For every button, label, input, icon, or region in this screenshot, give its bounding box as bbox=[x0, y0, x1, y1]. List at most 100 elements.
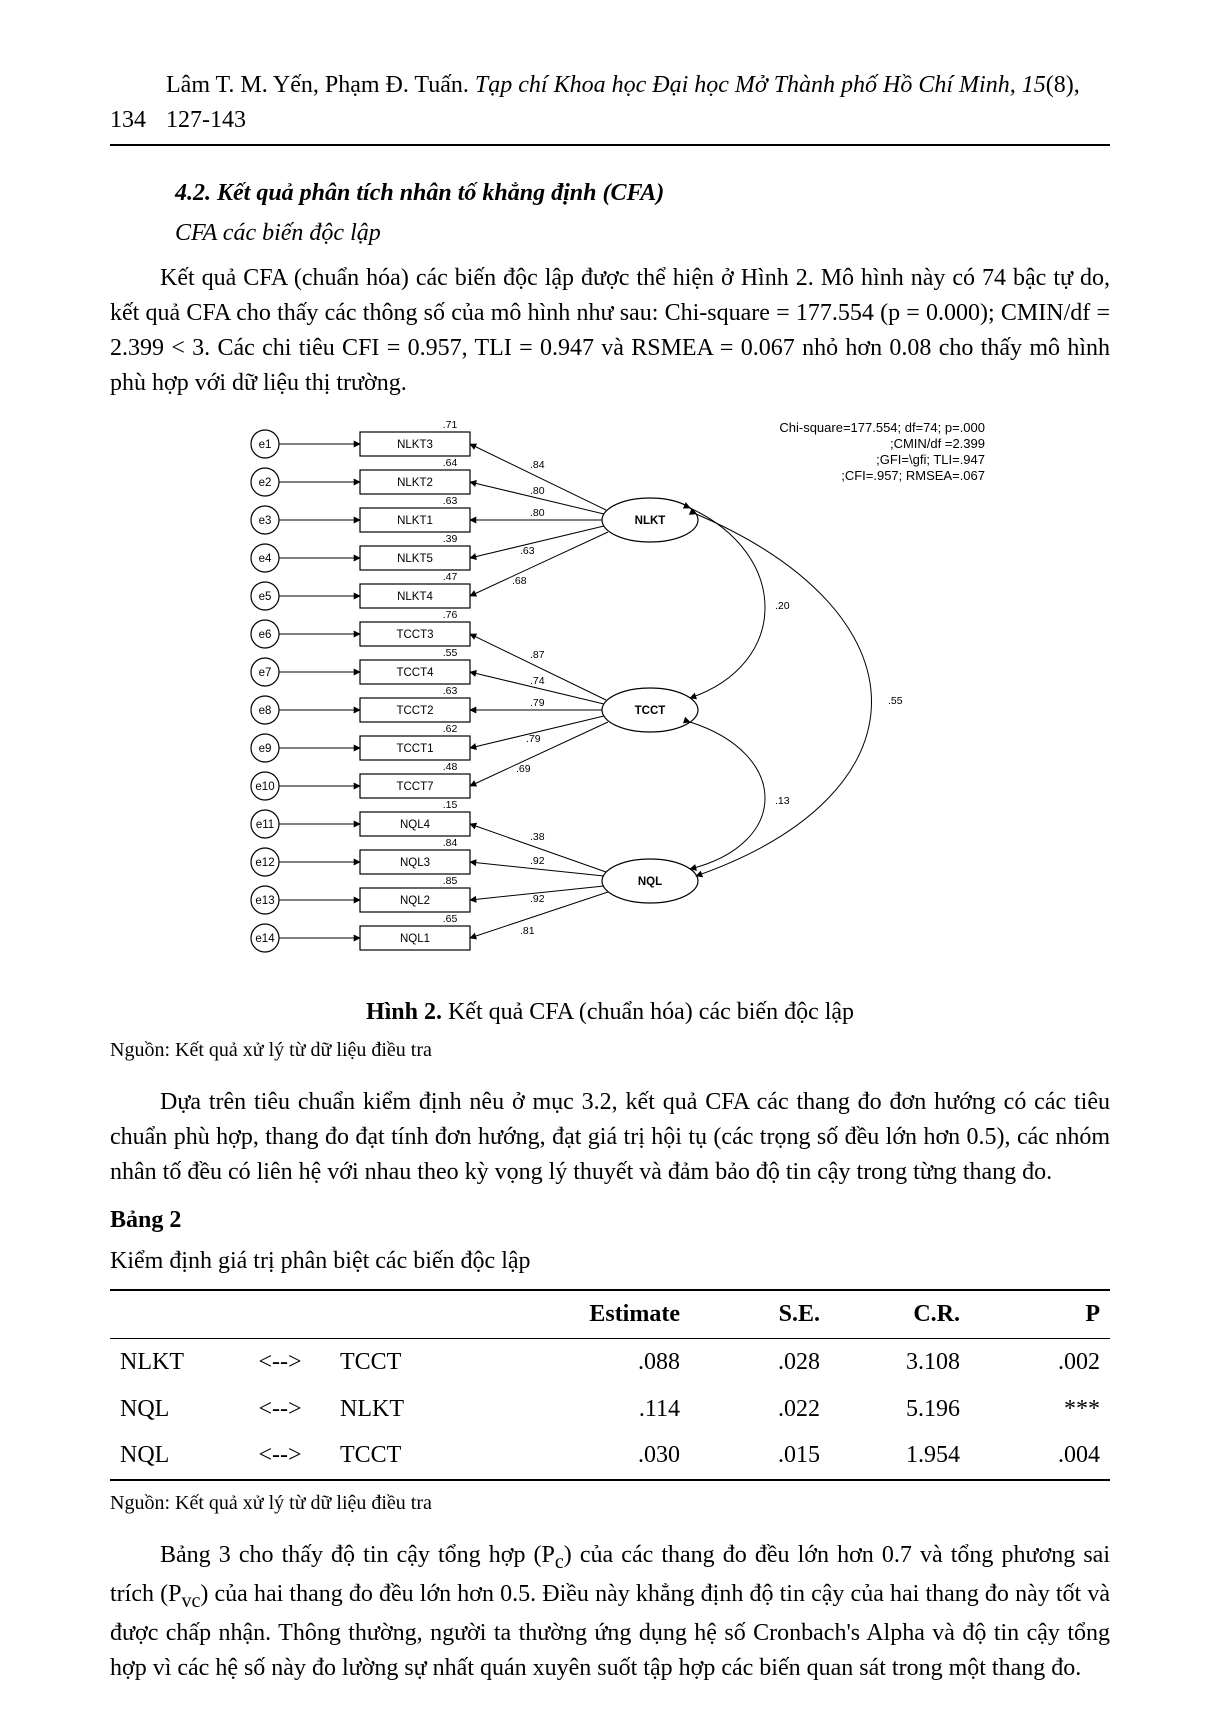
err-e5: e5 bbox=[259, 591, 272, 603]
load-10: .38 bbox=[530, 831, 545, 843]
col-h-6: P bbox=[970, 1290, 1110, 1338]
load-5: .87 bbox=[530, 649, 545, 661]
item-1: NLKT2 bbox=[397, 477, 433, 489]
figure-caption-rest: Kết quả CFA (chuẩn hóa) các biến độc lập bbox=[442, 999, 854, 1025]
fit-stat-line-0: Chi-square=177.554; df=74; p=.000 bbox=[779, 420, 985, 435]
col-h-0 bbox=[110, 1290, 230, 1338]
col-h-1 bbox=[230, 1290, 330, 1338]
fit-stat-line-1: ;CMIN/df =2.399 bbox=[890, 436, 985, 451]
discriminant-table: Estimate S.E. C.R. P NLKT <--> TCCT .088… bbox=[110, 1289, 1110, 1481]
table-source: Nguồn: Kết quả xử lý từ dữ liệu điều tra bbox=[110, 1489, 1110, 1518]
page-number: 134 bbox=[110, 103, 146, 138]
item-rows: e1 NLKT3 .71 e2 NLKT2 .64 e3 NLKT1 .63 e… bbox=[251, 419, 470, 952]
cell: <--> bbox=[230, 1338, 330, 1385]
load-8: .79 bbox=[526, 733, 541, 745]
item-8: TCCT1 bbox=[396, 743, 433, 755]
table-title: Bảng 2 bbox=[110, 1203, 1110, 1238]
section-title: 4.2. Kết quả phân tích nhân tố khẳng địn… bbox=[110, 176, 1110, 211]
figure-caption: Hình 2. Kết quả CFA (chuẩn hóa) các biến… bbox=[110, 995, 1110, 1030]
sq-3: .39 bbox=[443, 533, 458, 545]
item-9: TCCT7 bbox=[396, 781, 433, 793]
col-h-3: Estimate bbox=[510, 1290, 690, 1338]
err-e13: e13 bbox=[255, 895, 274, 907]
cell: .004 bbox=[970, 1432, 1110, 1480]
cell: .022 bbox=[690, 1386, 830, 1433]
sq-9: .48 bbox=[443, 761, 458, 773]
sq-11: .84 bbox=[443, 837, 458, 849]
err-e9: e9 bbox=[259, 743, 272, 755]
after-fig-para: Dựa trên tiêu chuẩn kiểm định nêu ở mục … bbox=[110, 1085, 1110, 1189]
item-3: NLKT5 bbox=[397, 553, 433, 565]
load-4: .68 bbox=[512, 575, 527, 587]
cell: TCCT bbox=[330, 1432, 510, 1480]
item-12: NQL2 bbox=[400, 895, 430, 907]
load-2: .80 bbox=[530, 507, 545, 519]
cell: .114 bbox=[510, 1386, 690, 1433]
item-5: TCCT3 bbox=[396, 629, 433, 641]
cell: NQL bbox=[110, 1386, 230, 1433]
item-4: NLKT4 bbox=[397, 591, 433, 603]
sq-12: .85 bbox=[443, 875, 458, 887]
item-0: NLKT3 bbox=[397, 439, 433, 451]
cell: *** bbox=[970, 1386, 1110, 1433]
cov-nlkt-tcct: .20 bbox=[775, 600, 790, 612]
table-subtitle: Kiểm định giá trị phân biệt các biến độc… bbox=[110, 1244, 1110, 1279]
err-e10: e10 bbox=[255, 781, 274, 793]
load-7: .79 bbox=[530, 697, 545, 709]
header-citation: Lâm T. M. Yến, Phạm Đ. Tuấn. Tạp chí Kho… bbox=[166, 68, 1110, 138]
sq-4: .47 bbox=[443, 571, 458, 583]
sq-1: .64 bbox=[443, 457, 458, 469]
page-header: 134 Lâm T. M. Yến, Phạm Đ. Tuấn. Tạp chí… bbox=[110, 68, 1110, 146]
cell: <--> bbox=[230, 1432, 330, 1480]
err-e12: e12 bbox=[255, 857, 274, 869]
item-7: TCCT2 bbox=[396, 705, 433, 717]
fit-stat-line-2: ;GFI=\gfi; TLI=.947 bbox=[876, 452, 985, 467]
sq-7: .63 bbox=[443, 685, 458, 697]
table-row: NQL <--> NLKT .114 .022 5.196 *** bbox=[110, 1386, 1110, 1433]
cell: NLKT bbox=[330, 1386, 510, 1433]
err-e3: e3 bbox=[259, 515, 272, 527]
cell: .028 bbox=[690, 1338, 830, 1385]
load-9: .69 bbox=[516, 763, 531, 775]
sq-8: .62 bbox=[443, 723, 458, 735]
err-e14: e14 bbox=[255, 933, 275, 945]
sq-5: .76 bbox=[443, 609, 458, 621]
item-10: NQL4 bbox=[400, 819, 431, 831]
err-e1: e1 bbox=[259, 439, 272, 451]
err-e11: e11 bbox=[256, 819, 274, 831]
item-13: NQL1 bbox=[400, 933, 430, 945]
cfa-diagram-svg: Chi-square=177.554; df=74; p=.000 ;CMIN/… bbox=[230, 414, 990, 974]
header-issue: 15 bbox=[1022, 72, 1046, 98]
latent-tcct: TCCT bbox=[635, 705, 666, 717]
err-e7: e7 bbox=[259, 667, 272, 679]
load-13: .81 bbox=[520, 925, 535, 937]
header-journal: Tạp chí Khoa học Đại học Mở Thành phố Hồ… bbox=[475, 72, 1016, 98]
cell: .088 bbox=[510, 1338, 690, 1385]
err-e8: e8 bbox=[259, 705, 272, 717]
load-3: .63 bbox=[520, 545, 535, 557]
err-e4: e4 bbox=[259, 553, 272, 565]
cov-tcct-nql: .13 bbox=[775, 795, 790, 807]
load-6: .74 bbox=[530, 675, 545, 687]
sq-0: .71 bbox=[443, 419, 458, 431]
col-h-4: S.E. bbox=[690, 1290, 830, 1338]
cell: 5.196 bbox=[830, 1386, 970, 1433]
cell: TCCT bbox=[330, 1338, 510, 1385]
section-subheading: CFA các biến độc lập bbox=[110, 216, 1110, 251]
item-2: NLKT1 bbox=[397, 515, 433, 527]
cell: <--> bbox=[230, 1386, 330, 1433]
sq-2: .63 bbox=[443, 495, 458, 507]
final-para: Bảng 3 cho thấy độ tin cậy tổng hợp (Pc)… bbox=[110, 1538, 1110, 1685]
latent-nlkt: NLKT bbox=[635, 515, 666, 527]
section-para-1: Kết quả CFA (chuẩn hóa) các biến độc lập… bbox=[110, 261, 1110, 400]
item-6: TCCT4 bbox=[396, 667, 434, 679]
col-h-2 bbox=[330, 1290, 510, 1338]
err-e6: e6 bbox=[259, 629, 272, 641]
cell: NQL bbox=[110, 1432, 230, 1480]
load-1: .80 bbox=[530, 485, 545, 497]
item-11: NQL3 bbox=[400, 857, 430, 869]
sq-10: .15 bbox=[443, 799, 458, 811]
sq-6: .55 bbox=[443, 647, 458, 659]
load-0: .84 bbox=[530, 459, 545, 471]
table-header-row: Estimate S.E. C.R. P bbox=[110, 1290, 1110, 1338]
